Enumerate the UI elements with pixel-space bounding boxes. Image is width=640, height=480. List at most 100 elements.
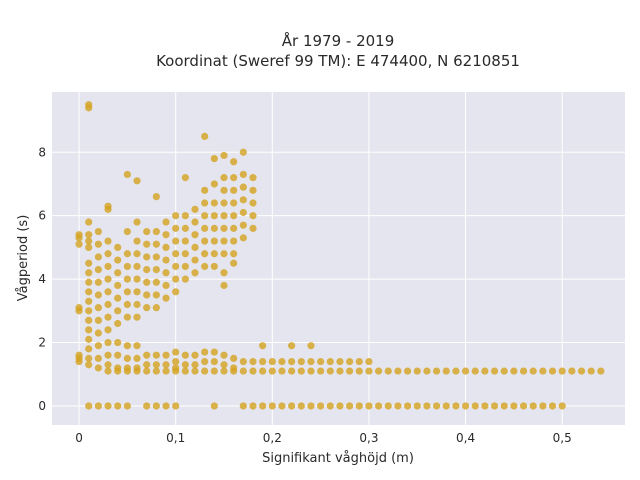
data-point [220,250,228,258]
data-point [461,402,470,410]
data-point [191,367,199,375]
data-point [162,218,170,226]
data-point [123,170,131,179]
data-point [75,231,83,239]
data-point [85,335,93,343]
data-point [326,357,334,366]
x-tick-label: 0,1 [166,431,185,445]
y-axis-ticks: 0 2 4 6 8 [38,145,46,413]
data-point [181,361,189,369]
data-point [181,212,189,220]
data-point [201,237,209,245]
data-point [94,329,102,337]
data-point [490,402,499,410]
data-point [239,402,247,410]
data-point [201,262,209,271]
data-point [597,367,605,375]
data-point [375,402,383,410]
data-point [239,221,247,229]
y-tick-label: 4 [38,272,46,286]
y-tick-label: 0 [38,399,46,413]
data-point [500,402,508,410]
data-point [259,342,267,350]
data-point [94,402,102,410]
data-point [94,364,102,372]
data-point [191,205,199,213]
data-point [201,212,209,220]
data-point [162,269,170,277]
data-point [191,361,199,369]
data-point [152,193,160,201]
data-point [85,231,93,239]
data-point [133,275,141,283]
data-point [365,357,373,366]
data-point [365,402,373,410]
data-point [133,262,141,271]
data-point [104,402,112,410]
data-point [239,234,247,242]
data-point [239,170,247,179]
data-point [510,402,518,410]
data-point [210,357,218,366]
data-point [191,231,199,239]
data-point [181,367,189,375]
data-point [259,357,267,366]
data-point [220,151,228,160]
data-point [230,367,238,375]
data-point [104,367,112,375]
data-point [288,342,296,350]
y-tick-label: 2 [38,336,46,350]
data-point [172,275,180,283]
data-point [230,174,238,182]
data-point [114,307,122,315]
data-point [201,348,209,356]
data-point [471,402,479,410]
data-point [123,275,131,283]
data-point [336,357,344,366]
data-point [123,262,131,271]
data-point [519,402,528,410]
data-point [123,300,131,309]
data-point [114,294,122,302]
data-point [85,237,93,245]
data-point [249,224,257,232]
data-point [75,351,83,359]
data-point [336,402,344,410]
data-point [490,367,499,375]
x-tick-label: 0,2 [263,431,282,445]
data-point [172,212,180,220]
data-point [143,278,151,286]
data-point [230,199,238,207]
data-point [133,177,141,185]
data-point [181,262,189,271]
data-point [442,402,450,410]
data-point [278,357,286,366]
data-point [220,224,228,232]
x-tick-label: 0,4 [456,431,475,445]
data-point [230,212,238,220]
data-point [452,367,460,375]
data-point [326,367,334,375]
data-point [307,367,315,375]
data-point [239,196,247,204]
data-point [210,155,218,163]
data-point [297,367,305,375]
data-point [548,402,557,410]
data-point [172,357,180,366]
data-point [172,237,180,245]
data-point [85,243,93,251]
data-point [249,174,257,182]
data-point [85,218,93,226]
data-point [230,354,238,362]
data-point [210,237,218,245]
data-point [452,402,460,410]
data-point [172,250,180,258]
data-point [123,354,131,362]
data-point [355,402,363,410]
data-point [152,227,160,236]
data-point [94,291,102,299]
data-point [94,240,102,248]
data-point [143,367,151,375]
data-point [104,275,112,283]
